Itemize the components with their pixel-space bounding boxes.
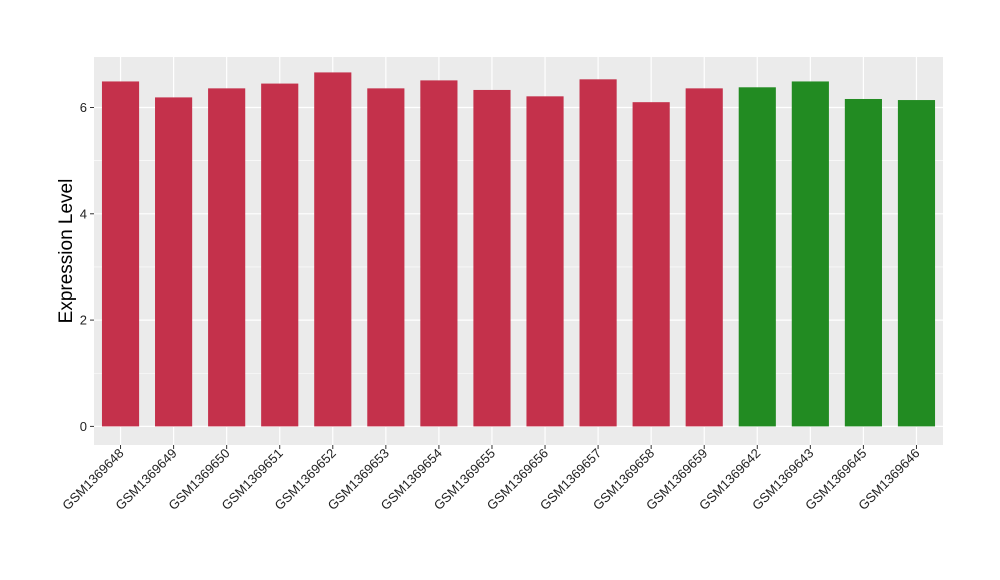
bar-gsm1369645 <box>844 98 882 427</box>
y-tick-label: 4 <box>80 206 87 221</box>
bar-gsm1369658 <box>632 102 670 427</box>
bar-gsm1369652 <box>314 72 352 427</box>
bar-gsm1369657 <box>579 79 617 427</box>
bar-gsm1369654 <box>420 80 458 427</box>
bar-gsm1369646 <box>897 100 936 427</box>
bar-gsm1369649 <box>155 97 193 427</box>
bar-gsm1369650 <box>208 88 246 427</box>
bar-gsm1369659 <box>685 88 723 427</box>
bar-gsm1369642 <box>738 87 776 427</box>
bars <box>101 72 936 427</box>
bar-gsm1369655 <box>473 89 511 427</box>
y-tick-label: 0 <box>80 419 87 434</box>
bar-gsm1369643 <box>791 81 829 427</box>
bar-gsm1369648 <box>101 81 140 427</box>
y-axis-label: Expression Level <box>56 179 77 324</box>
bar-gsm1369656 <box>526 96 564 427</box>
y-axis: 0 2 4 6 <box>80 100 94 434</box>
bar-gsm1369653 <box>367 88 405 427</box>
y-tick-label: 2 <box>80 313 87 328</box>
y-tick-label: 6 <box>80 100 87 115</box>
x-axis: GSM1369648GSM1369649GSM1369650GSM1369651… <box>59 445 923 513</box>
bar-gsm1369651 <box>261 83 299 427</box>
